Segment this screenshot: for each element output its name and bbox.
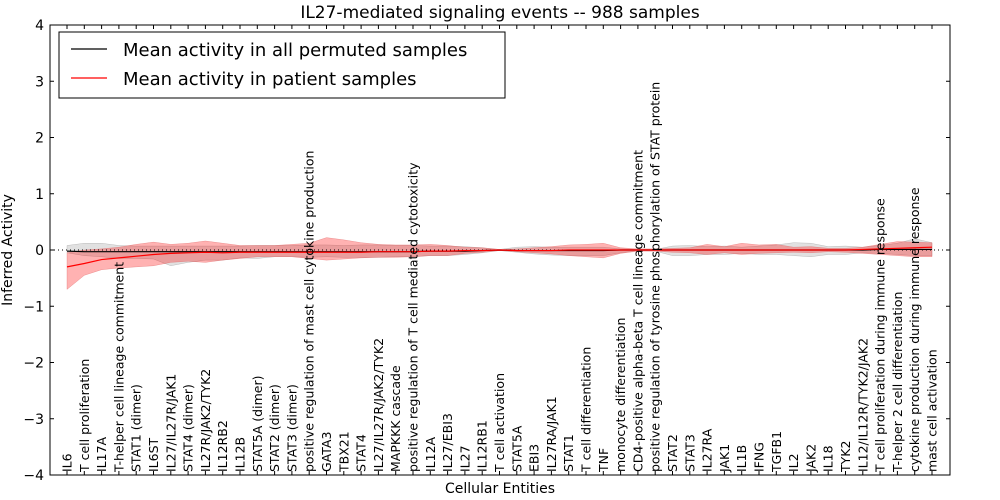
- x-tick-label: IL27R/JAK2/TYK2: [198, 369, 213, 472]
- x-tick-label: positive regulation of tyrosine phosphor…: [648, 82, 663, 472]
- y-axis-label: Inferred Activity: [0, 194, 16, 306]
- x-tick-label: T cell proliferation during immune respo…: [873, 198, 888, 473]
- chart-title: IL27-mediated signaling events -- 988 sa…: [300, 3, 700, 23]
- x-tick-label: STAT5A: [509, 425, 524, 472]
- x-tick-label: MAPKKK cascade: [388, 365, 403, 472]
- x-tick-label: STAT4: [354, 434, 369, 472]
- y-tick-label: −1: [23, 299, 44, 315]
- x-tick-label: IL17A: [94, 436, 109, 472]
- x-tick-label: CD4-positive alpha-beta T cell lineage c…: [630, 150, 645, 472]
- x-tick-label: IFNG: [752, 442, 767, 472]
- lines-layer: [66, 246, 933, 268]
- x-tick-label: STAT2 (dimer): [267, 384, 282, 472]
- x-tick-label: IL27/IL27R/JAK1: [163, 374, 178, 472]
- x-tick-label: positive regulation of mast cell cytokin…: [302, 151, 317, 472]
- x-tick-label: IL12RB1: [475, 420, 490, 472]
- x-tick-labels: IL6 T cell proliferation IL17A T-helper cel…: [60, 25, 940, 475]
- x-tick-label: JAK2: [803, 444, 818, 473]
- x-tick-label: IL12/IL12R/TYK2/JAK2: [855, 338, 870, 472]
- x-tick-label: IL2: [786, 453, 801, 472]
- legend-label-patient: Mean activity in patient samples: [123, 69, 417, 90]
- x-tick-label: STAT2: [665, 434, 680, 472]
- x-tick-label: IL18: [821, 445, 836, 472]
- x-tick-label: JAK1: [717, 444, 732, 473]
- x-tick-label: STAT4 (dimer): [181, 384, 196, 472]
- x-tick-label: T-helper 2 cell differentiation: [890, 292, 905, 473]
- x-tick-label: IL27RA: [700, 428, 715, 472]
- x-tick-label: TNF: [596, 448, 611, 473]
- y-tick-label: −3: [23, 412, 44, 428]
- x-tick-label: T-helper cell lineage commitment: [111, 262, 126, 473]
- x-tick-label: TBX21: [336, 431, 351, 473]
- y-tick-label: 2: [35, 131, 44, 147]
- x-tick-label: T cell proliferation: [77, 359, 92, 473]
- x-tick-label: IL27RA/JAK1: [544, 396, 559, 472]
- y-tick-label: 4: [35, 18, 44, 34]
- legend-box: [58, 31, 506, 99]
- x-tick-label: positive regulation of T cell mediated c…: [406, 162, 421, 472]
- x-tick-label: STAT3 (dimer): [284, 384, 299, 472]
- x-axis-label: Cellular Entities: [445, 481, 555, 497]
- y-tick-label: 0: [35, 243, 44, 259]
- legend-label-permuted: Mean activity in all permuted samples: [123, 40, 467, 61]
- x-tick-label: STAT1: [561, 434, 576, 472]
- x-tick-label: mast cell activation: [925, 349, 940, 472]
- x-tick-label: IL1B: [734, 445, 749, 472]
- x-tick-label: STAT3: [682, 434, 697, 472]
- x-tick-label: TYK2: [838, 441, 853, 473]
- y-axis: −4 −3 −2 −1 0 1 2 3 4: [23, 18, 950, 484]
- bands-layer: [66, 237, 933, 290]
- x-tick-label: IL6ST: [146, 437, 161, 472]
- x-tick-label: IL12A: [423, 436, 438, 472]
- x-tick-label: GATA3: [319, 432, 334, 472]
- x-tick-label: IL27/EBI3: [440, 413, 455, 472]
- x-tick-label: STAT1 (dimer): [129, 384, 144, 472]
- x-tick-label: STAT5A (dimer): [250, 376, 265, 472]
- y-tick-label: 1: [35, 187, 44, 203]
- x-tick-label: IL6: [60, 453, 75, 472]
- x-tick-label: IL27: [457, 445, 472, 472]
- y-tick-label: −4: [23, 468, 44, 484]
- x-tick-label: IL12B: [233, 437, 248, 472]
- x-tick-label: monocyte differentiation: [613, 318, 628, 472]
- x-tick-label: IL12RB2: [215, 420, 230, 472]
- x-tick-label: T cell differentiation: [579, 347, 594, 473]
- y-tick-label: −2: [23, 356, 44, 372]
- x-tick-label: T cell activation: [492, 373, 507, 473]
- x-tick-label: IL27/IL27R/JAK2/TYK2: [371, 338, 386, 472]
- y-tick-label: 3: [35, 74, 44, 90]
- x-tick-label: cytokine production during immune respon…: [907, 187, 922, 472]
- plot-frame: [49, 24, 951, 476]
- x-tick-label: TGFB1: [769, 431, 784, 473]
- legend: Mean activity in all permuted samples Me…: [58, 31, 506, 99]
- x-tick-label: EBI3: [527, 444, 542, 472]
- series-line-patient: [66, 246, 933, 268]
